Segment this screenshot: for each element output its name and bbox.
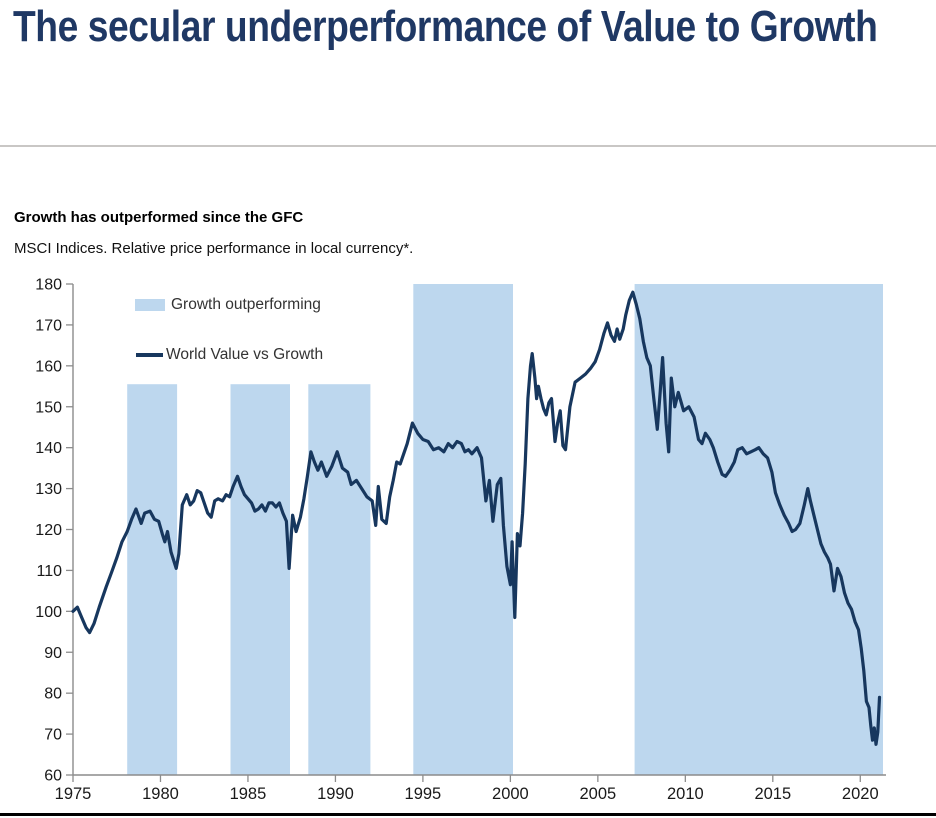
section-divider: [0, 145, 936, 147]
y-tick-label: 80: [44, 686, 62, 703]
bottom-border: [0, 813, 936, 816]
y-tick-label: 60: [44, 768, 62, 785]
y-tick-label: 140: [35, 440, 62, 457]
x-tick-label: 1985: [230, 785, 267, 803]
highlight-band: [413, 284, 513, 775]
band-swatch-icon: [135, 299, 165, 311]
legend-item-growth-outperforming: Growth outperforming: [135, 296, 321, 314]
y-tick-label: 170: [35, 317, 62, 334]
highlight-band: [230, 384, 290, 775]
x-tick-label: 2015: [754, 785, 791, 803]
legend-label: World Value vs Growth: [166, 346, 324, 363]
y-tick-label: 120: [35, 522, 62, 539]
y-tick-label: 70: [44, 727, 62, 744]
y-tick-label: 110: [36, 563, 62, 580]
y-tick-label: 150: [35, 399, 62, 416]
x-tick-label: 1975: [55, 785, 92, 803]
world-value-vs-growth-line: [71, 290, 882, 746]
x-tick-label: 2010: [667, 785, 704, 803]
x-tick-label: 2005: [579, 785, 616, 803]
x-tick-label: 1990: [317, 785, 354, 803]
chart-subheading: MSCI Indices. Relative price performance…: [14, 240, 414, 257]
y-tick-label: 180: [35, 277, 62, 294]
x-tick-label: 2000: [492, 785, 529, 803]
chart-heading: Growth has outperformed since the GFC: [14, 209, 304, 226]
highlight-band: [127, 384, 178, 775]
page-title: The secular underperformance of Value to…: [13, 2, 878, 51]
legend-item-world-value-vs-growth: World Value vs Growth: [136, 346, 323, 364]
y-tick-label: 130: [35, 481, 62, 498]
line-swatch-icon: [136, 353, 163, 357]
x-tick-label: 2020: [842, 785, 879, 803]
y-tick-label: 100: [35, 604, 62, 621]
legend-label: Growth outperforming: [171, 296, 321, 313]
highlight-band: [308, 384, 371, 775]
x-tick-label: 1980: [142, 785, 179, 803]
x-tick-label: 1995: [405, 785, 442, 803]
highlight-band: [634, 284, 883, 775]
y-tick-label: 160: [35, 358, 62, 375]
y-tick-label: 90: [44, 645, 62, 662]
